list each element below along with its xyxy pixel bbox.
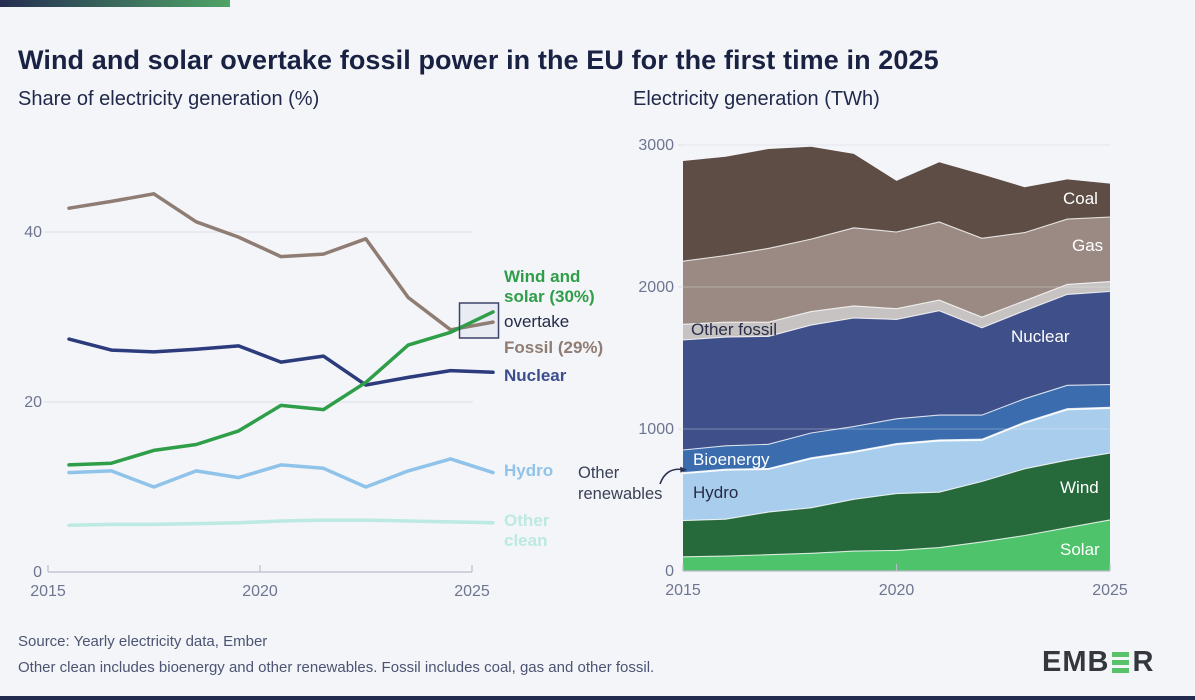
coal-area-label: Coal bbox=[1063, 189, 1098, 208]
hydro-area-label: Hydro bbox=[693, 483, 739, 502]
svg-text:2020: 2020 bbox=[242, 583, 278, 600]
svg-text:0: 0 bbox=[665, 563, 674, 580]
svg-text:3000: 3000 bbox=[638, 137, 674, 154]
svg-text:2025: 2025 bbox=[454, 583, 490, 600]
svg-text:40: 40 bbox=[24, 224, 42, 241]
left-chart-title: Share of electricity generation (%) bbox=[18, 88, 320, 110]
ember-logo: EMB R bbox=[1042, 646, 1154, 679]
svg-text:2015: 2015 bbox=[665, 582, 701, 599]
svg-text:0: 0 bbox=[33, 564, 42, 581]
svg-text:2015: 2015 bbox=[30, 583, 66, 600]
hydro-line-label: Hydro bbox=[504, 461, 554, 480]
nuclear-line-label: Nuclear bbox=[504, 366, 567, 385]
generation-area-chart: 0 1000 2000 3000 2015 2020 2025 bbox=[638, 137, 1128, 599]
page-title: Wind and solar overtake fossil power in … bbox=[18, 45, 939, 76]
svg-text:20: 20 bbox=[24, 394, 42, 411]
ember-logo-text-left: EMB bbox=[1042, 646, 1110, 678]
right-chart-title: Electricity generation (TWh) bbox=[633, 88, 880, 110]
bottom-accent-bar bbox=[0, 696, 1195, 700]
svg-text:1000: 1000 bbox=[638, 421, 674, 438]
nuclear-area-label: Nuclear bbox=[1011, 327, 1070, 346]
overtake-annotation: overtake bbox=[504, 312, 570, 331]
other-renewables-label: Other renewables bbox=[578, 464, 663, 503]
svg-text:2000: 2000 bbox=[638, 279, 674, 296]
ember-logo-text-right: R bbox=[1132, 646, 1155, 678]
accent-gradient-bar bbox=[0, 0, 230, 7]
wind-solar-line-label: Wind and solar (30%) bbox=[504, 267, 595, 307]
other-fossil-area-label: Other fossil bbox=[691, 320, 777, 339]
footnote-text: Other clean includes bioenergy and other… bbox=[18, 659, 655, 676]
source-text: Source: Yearly electricity data, Ember bbox=[18, 633, 268, 650]
bioenergy-area-label: Bioenergy bbox=[693, 450, 770, 469]
gas-area-label: Gas bbox=[1072, 236, 1104, 255]
svg-text:2025: 2025 bbox=[1092, 582, 1128, 599]
share-line-chart: 0 20 40 2015 2020 2025 bbox=[24, 192, 500, 600]
other-clean-line-label: Other clean bbox=[504, 511, 550, 551]
fossil-line-label: Fossil (29%) bbox=[504, 338, 604, 357]
svg-text:2020: 2020 bbox=[879, 582, 915, 599]
solar-area-label: Solar bbox=[1060, 540, 1100, 559]
wind-area-label: Wind bbox=[1060, 478, 1099, 497]
ember-logo-e-icon bbox=[1112, 652, 1130, 673]
